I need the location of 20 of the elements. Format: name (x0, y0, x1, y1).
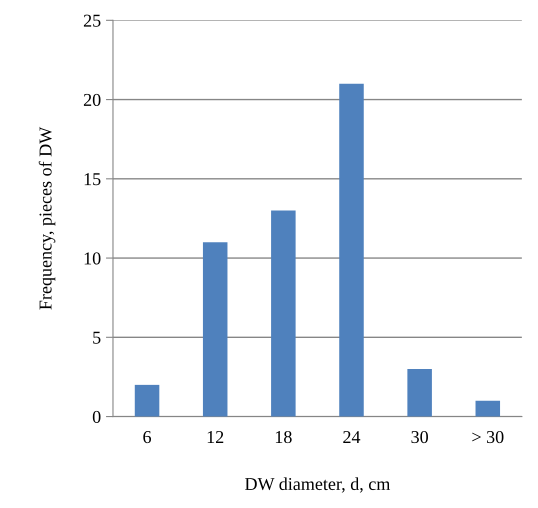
x-tick-label: > 30 (472, 430, 504, 444)
y-tick-label: 5 (93, 332, 100, 344)
x-tick-label: 24 (343, 431, 360, 443)
bar (271, 210, 296, 417)
y-tick-label: 20 (84, 94, 100, 106)
x-tick-label: 12 (208, 431, 224, 443)
x-tick-label: 30 (411, 430, 428, 444)
y-tick-label: 15 (84, 173, 100, 186)
bar (476, 400, 500, 417)
x-axis-title: DW diameter, d, cm (245, 477, 390, 493)
x-tick-label: 6 (143, 431, 152, 444)
bar (339, 84, 364, 417)
bar (134, 384, 160, 417)
y-tick-label: 25 (84, 14, 100, 27)
y-axis-title: Frequency, pieces of DW (38, 126, 56, 310)
bar (407, 369, 432, 417)
x-tick-label: 18 (276, 430, 292, 444)
y-tick-label: 10 (84, 252, 100, 265)
y-tick-label: 0 (92, 410, 100, 423)
bar (202, 242, 228, 417)
